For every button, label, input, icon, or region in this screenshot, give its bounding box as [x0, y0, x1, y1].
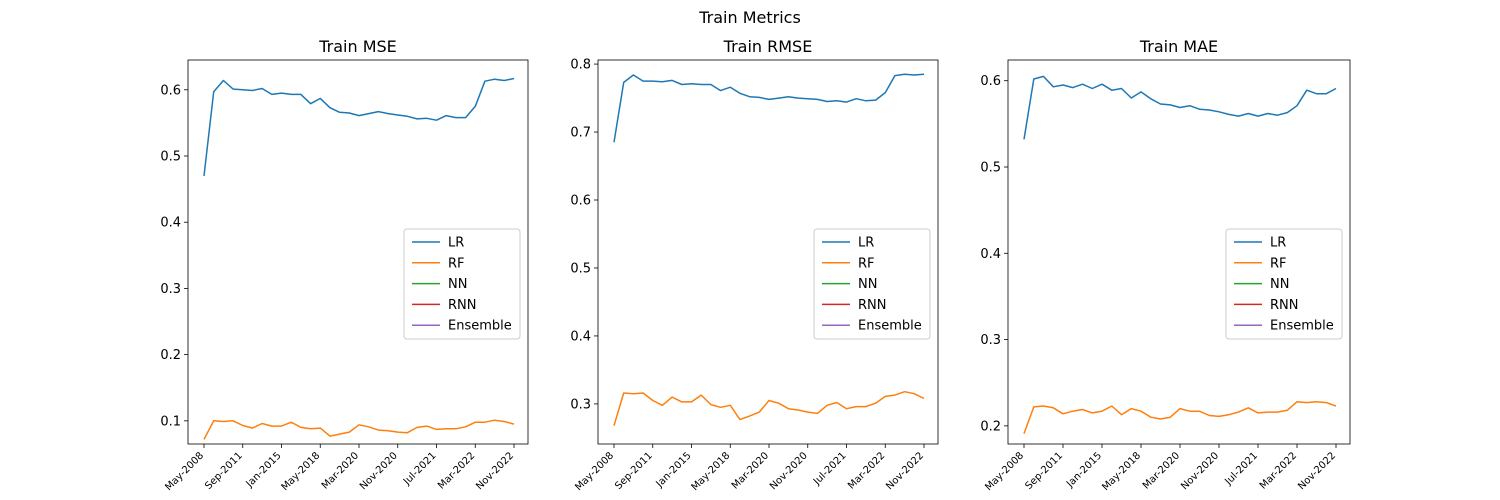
- y-tick-label: 0.5: [980, 161, 1001, 176]
- y-tick-label: 0.7: [570, 126, 591, 141]
- legend-box: [403, 228, 521, 340]
- figure-title: Train Metrics: [698, 8, 801, 27]
- y-tick-label: 0.2: [160, 348, 181, 363]
- y-tick-label: 0.3: [160, 282, 181, 297]
- legend-label: Ensemble: [1270, 319, 1334, 334]
- legend-label: NN: [448, 277, 467, 292]
- series-line-rf: [1023, 400, 1337, 434]
- panel-title: Train MSE: [318, 37, 397, 56]
- y-tick-label: 0.3: [980, 333, 1001, 348]
- legend-label: RNN: [448, 298, 476, 313]
- legend-label: RF: [448, 256, 465, 271]
- y-tick-label: 0.3: [570, 397, 591, 412]
- legend-label: NN: [858, 277, 877, 292]
- series-line-rf: [613, 390, 925, 426]
- y-tick-label: 0.6: [570, 194, 591, 209]
- axes-frame: [1007, 59, 1351, 445]
- legend-label: NN: [1270, 277, 1289, 292]
- y-tick-label: 0.5: [570, 261, 591, 276]
- y-tick-label: 0.5: [160, 150, 181, 165]
- legend-label: LR: [448, 236, 464, 251]
- legend-label: RNN: [1270, 298, 1298, 313]
- series-line-lr: [203, 77, 515, 176]
- y-tick-label: 0.2: [980, 419, 1001, 434]
- legend-label: RNN: [858, 298, 886, 313]
- y-tick-label: 0.4: [160, 216, 181, 231]
- y-tick-label: 0.4: [570, 329, 591, 344]
- legend-box: [1225, 228, 1343, 340]
- legend-label: Ensemble: [448, 319, 512, 334]
- y-tick-label: 0.6: [980, 74, 1001, 89]
- axes-frame: [187, 59, 529, 445]
- legend: LR RF NN RNN Ensemble: [1225, 228, 1343, 340]
- axes-frame: [597, 59, 939, 445]
- legend-box: [813, 228, 931, 340]
- legend: LR RF NN RNN Ensemble: [403, 228, 521, 340]
- legend-label: LR: [858, 236, 874, 251]
- series-line-rf: [203, 419, 515, 440]
- series-line-lr: [613, 73, 925, 143]
- y-tick-label: 0.1: [160, 414, 181, 429]
- panel-title: Train RMSE: [723, 37, 813, 56]
- legend-label: RF: [858, 256, 875, 271]
- y-tick-label: 0.8: [570, 58, 591, 73]
- legend: LR RF NN RNN Ensemble: [813, 228, 931, 340]
- panel-title: Train MAE: [1139, 37, 1218, 56]
- y-tick-label: 0.6: [160, 83, 181, 98]
- legend-label: RF: [1270, 256, 1287, 271]
- legend-label: LR: [1270, 236, 1286, 251]
- series-line-lr: [1023, 75, 1337, 140]
- legend-label: Ensemble: [858, 319, 922, 334]
- y-tick-label: 0.4: [980, 247, 1001, 262]
